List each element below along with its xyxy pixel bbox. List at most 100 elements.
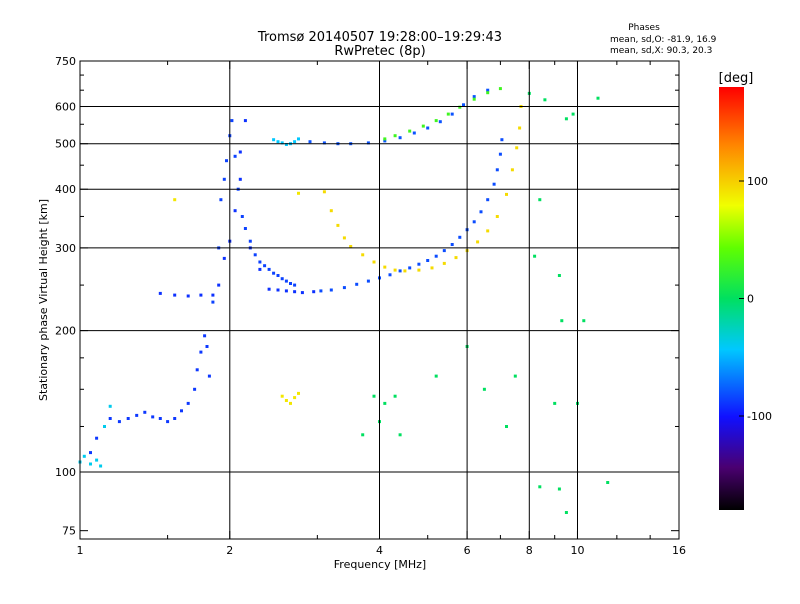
data-point bbox=[117, 420, 121, 424]
data-point bbox=[403, 269, 407, 273]
data-point bbox=[300, 291, 304, 295]
data-point bbox=[293, 396, 297, 400]
data-point bbox=[412, 131, 416, 135]
data-point bbox=[518, 126, 522, 130]
data-point bbox=[462, 103, 465, 107]
data-point bbox=[272, 271, 276, 275]
y-tick-label: 100 bbox=[55, 466, 76, 479]
data-point bbox=[284, 279, 288, 283]
data-point bbox=[186, 401, 190, 405]
data-point bbox=[393, 134, 397, 138]
data-point bbox=[372, 260, 376, 264]
data-point bbox=[476, 240, 480, 244]
x-tick-label: 4 bbox=[376, 544, 383, 557]
data-point bbox=[393, 268, 397, 272]
data-point bbox=[398, 269, 402, 273]
data-point bbox=[426, 126, 430, 130]
data-point bbox=[195, 368, 199, 372]
stats-x-line: mean, sd,X: 90.3, 20.3 bbox=[610, 46, 712, 56]
data-point bbox=[289, 401, 292, 405]
data-point bbox=[103, 425, 106, 428]
data-point bbox=[564, 511, 568, 514]
grid-lines bbox=[80, 61, 679, 539]
data-point bbox=[180, 409, 183, 413]
data-point bbox=[472, 220, 476, 224]
data-point bbox=[293, 283, 297, 287]
data-point bbox=[143, 410, 147, 414]
data-point bbox=[82, 454, 86, 458]
stats-heading: Phases bbox=[628, 23, 660, 33]
data-point bbox=[417, 262, 421, 266]
data-point bbox=[538, 485, 542, 489]
data-point bbox=[276, 288, 280, 292]
data-point bbox=[151, 415, 155, 419]
data-point bbox=[505, 425, 508, 428]
data-point bbox=[173, 293, 177, 297]
data-point bbox=[515, 146, 519, 150]
y-tick-label: 75 bbox=[62, 525, 76, 538]
data-point bbox=[222, 177, 226, 181]
data-point bbox=[211, 293, 215, 297]
data-point bbox=[230, 119, 234, 123]
data-point bbox=[284, 399, 288, 402]
data-point bbox=[243, 227, 247, 230]
x-tick-label: 1 bbox=[77, 544, 84, 557]
y-tick-label: 200 bbox=[55, 325, 76, 338]
data-point bbox=[284, 289, 288, 293]
data-point bbox=[342, 236, 346, 240]
x-tick-label: 16 bbox=[672, 544, 686, 557]
data-point bbox=[486, 229, 490, 233]
data-point bbox=[510, 168, 514, 172]
data-point bbox=[355, 282, 359, 286]
data-point bbox=[289, 282, 292, 285]
data-point bbox=[293, 290, 297, 294]
stats-o-line: mean, sd,O: -81.9, 16.9 bbox=[610, 35, 717, 45]
data-point bbox=[564, 117, 568, 121]
data-point bbox=[280, 394, 284, 398]
data-point bbox=[238, 177, 242, 181]
data-point bbox=[606, 481, 610, 484]
data-point bbox=[219, 198, 223, 202]
y-tick-label: 400 bbox=[55, 183, 76, 196]
data-point bbox=[513, 374, 517, 378]
data-point bbox=[492, 182, 496, 186]
x-tick-label: 10 bbox=[571, 544, 585, 557]
data-point bbox=[297, 391, 300, 395]
data-point bbox=[199, 350, 203, 354]
data-point bbox=[505, 192, 508, 196]
data-point bbox=[319, 289, 323, 293]
data-point bbox=[342, 286, 346, 290]
data-point bbox=[486, 198, 490, 202]
data-point bbox=[89, 462, 92, 466]
data-point bbox=[329, 288, 333, 292]
data-point bbox=[99, 464, 103, 468]
data-point bbox=[434, 119, 438, 123]
data-point bbox=[553, 401, 557, 405]
data-point bbox=[361, 433, 365, 437]
data-point bbox=[158, 291, 162, 295]
x-axis-label: Frequency [MHz] bbox=[334, 558, 426, 571]
data-point bbox=[533, 254, 537, 258]
data-point bbox=[166, 420, 170, 424]
data-point bbox=[258, 267, 262, 271]
data-point bbox=[383, 137, 387, 141]
data-point bbox=[458, 105, 462, 109]
data-point bbox=[398, 433, 402, 437]
colorbar-label: [deg] bbox=[719, 71, 754, 86]
data-point bbox=[203, 334, 207, 338]
data-point bbox=[267, 267, 271, 271]
data-point bbox=[442, 261, 446, 265]
chart-title: Tromsø 20140507 19:28:00–19:29:43 bbox=[257, 30, 502, 45]
data-point bbox=[322, 190, 326, 194]
data-point bbox=[442, 249, 446, 253]
data-point bbox=[280, 277, 284, 281]
data-point bbox=[398, 136, 402, 140]
data-point bbox=[495, 168, 499, 172]
y-tick-label: 500 bbox=[55, 138, 76, 151]
data-point bbox=[438, 120, 442, 124]
data-point bbox=[388, 273, 392, 277]
colorbar-tick-label: 100 bbox=[747, 175, 768, 188]
data-point bbox=[446, 112, 450, 116]
data-point bbox=[248, 239, 252, 243]
